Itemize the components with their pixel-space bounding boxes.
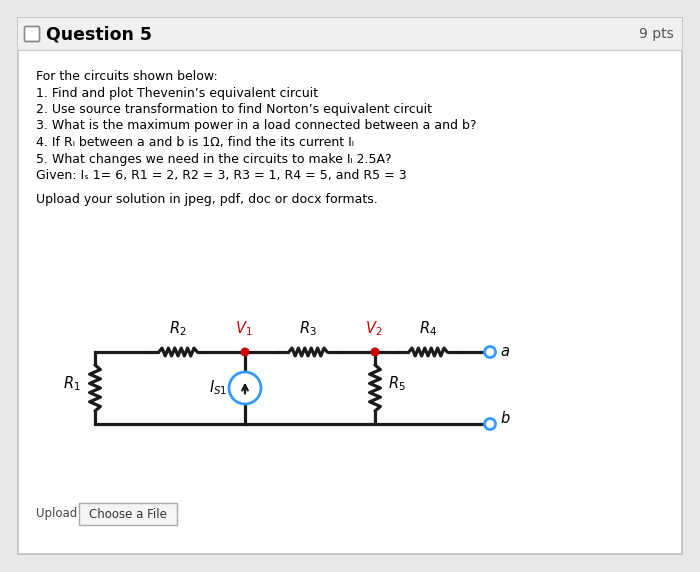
- Text: $I_{S1}$: $I_{S1}$: [209, 379, 227, 398]
- FancyBboxPatch shape: [25, 26, 39, 42]
- Text: Upload your solution in jpeg, pdf, doc or docx formats.: Upload your solution in jpeg, pdf, doc o…: [36, 193, 378, 206]
- Text: Question 5: Question 5: [46, 25, 152, 43]
- Text: $b$: $b$: [500, 410, 510, 426]
- Text: 2. Use source transformation to find Norton’s equivalent circuit: 2. Use source transformation to find Nor…: [36, 103, 432, 116]
- Text: For the circuits shown below:: For the circuits shown below:: [36, 70, 218, 83]
- Text: $R_3$: $R_3$: [299, 319, 317, 338]
- Text: $\mathit{V_1}$: $\mathit{V_1}$: [235, 319, 253, 338]
- Circle shape: [370, 348, 379, 356]
- Circle shape: [229, 372, 261, 404]
- Text: $a$: $a$: [500, 344, 510, 359]
- Text: 1. Find and plot Thevenin’s equivalent circuit: 1. Find and plot Thevenin’s equivalent c…: [36, 86, 318, 100]
- FancyBboxPatch shape: [79, 503, 177, 525]
- Text: 3. What is the maximum power in a load connected between a and b?: 3. What is the maximum power in a load c…: [36, 120, 477, 133]
- Circle shape: [484, 419, 496, 430]
- Text: 5. What changes we need in the circuits to make Iₗ 2.5A?: 5. What changes we need in the circuits …: [36, 153, 391, 165]
- Circle shape: [484, 347, 496, 358]
- Text: Upload: Upload: [36, 507, 77, 521]
- Circle shape: [241, 348, 249, 356]
- Text: $R_4$: $R_4$: [419, 319, 437, 338]
- Text: 9 pts: 9 pts: [639, 27, 674, 41]
- Bar: [18, 18, 682, 50]
- Text: $R_2$: $R_2$: [169, 319, 187, 338]
- Text: Given: Iₛ 1= 6, R1 = 2, R2 = 3, R3 = 1, R4 = 5, and R5 = 3: Given: Iₛ 1= 6, R1 = 2, R2 = 3, R3 = 1, …: [36, 169, 407, 182]
- Text: 4. If Rₗ between a and b is 1Ω, find the its current Iₗ: 4. If Rₗ between a and b is 1Ω, find the…: [36, 136, 354, 149]
- Text: $R_5$: $R_5$: [388, 375, 406, 394]
- Text: $R_1$: $R_1$: [63, 375, 81, 394]
- Text: $\mathit{V_2}$: $\mathit{V_2}$: [365, 319, 383, 338]
- Text: Choose a File: Choose a File: [89, 507, 167, 521]
